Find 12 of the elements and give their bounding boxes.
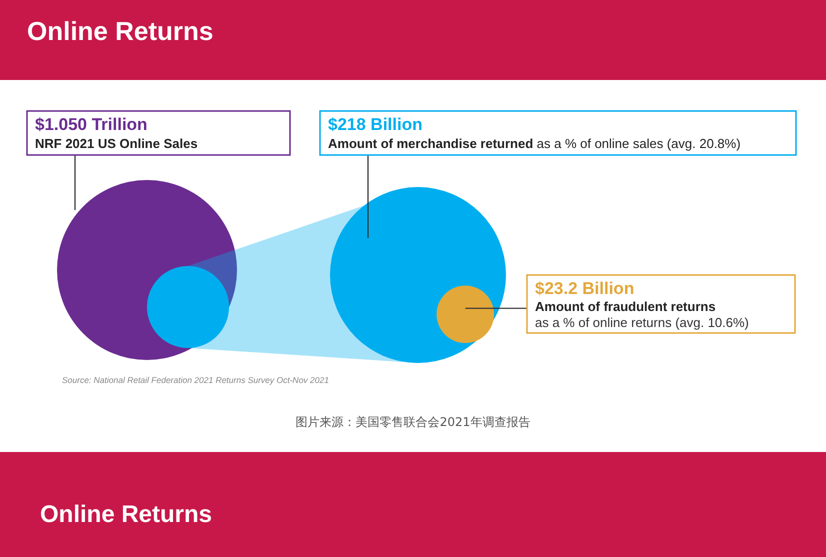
- text: as a % of online sales (avg. 20.8%): [533, 136, 741, 151]
- text: 图片来源：美国零售联合会2021年调查报告: [296, 415, 530, 429]
- text: Online Returns: [27, 16, 214, 46]
- data-label: $23.2 Billion: [535, 279, 634, 298]
- data-label: $218 Billion: [328, 115, 422, 134]
- category-label: Amount of merchandise returned: [328, 136, 534, 151]
- category-label: NRF 2021 US Online Sales: [35, 136, 198, 151]
- category-label: Amount of fraudulent returns: [535, 299, 716, 314]
- source-note: Source: National Retail Federation 2021 Returns Survey Oct-Nov 2021: [62, 375, 330, 385]
- text: Online Returns: [40, 501, 212, 528]
- data-label: $1.050 Trillion: [35, 115, 148, 134]
- text: as a % of online returns (avg. 10.6%): [535, 315, 749, 330]
